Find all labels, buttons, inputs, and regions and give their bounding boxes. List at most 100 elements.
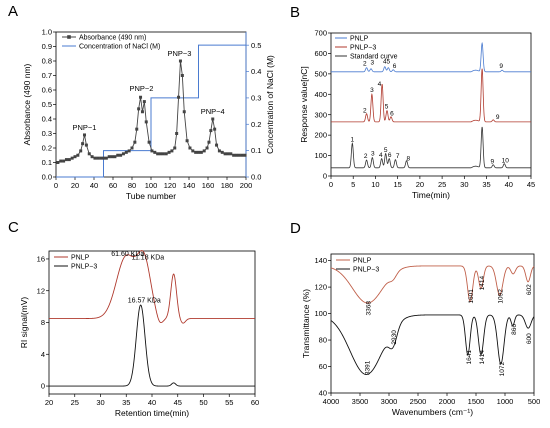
peak-number: 6: [393, 63, 397, 70]
absorbance-point: [178, 59, 182, 63]
peak-number: 5: [384, 147, 388, 154]
absorbance-point: [232, 153, 236, 157]
x-tick-label: 55: [225, 398, 233, 407]
series-trace-1: [330, 314, 535, 375]
absorbance-point: [167, 150, 171, 154]
peak-label: PNP−4: [201, 107, 225, 116]
x-tick-label: 1500: [468, 397, 485, 406]
peak-number: 1: [351, 136, 355, 143]
y-tick-label: 0.4: [42, 115, 52, 124]
absorbance-point: [113, 155, 117, 159]
y-tick-label: 120: [314, 283, 327, 292]
x-tick-label: 60: [109, 181, 117, 190]
absorbance-point: [153, 150, 157, 154]
x-tick-label: 30: [460, 180, 468, 189]
peak-number: 6: [388, 152, 392, 159]
series-trace-0: [49, 250, 255, 324]
absorbance-point: [142, 100, 146, 104]
band-label: 602: [526, 284, 533, 295]
peak-number: 5: [385, 104, 389, 111]
y2-tick-label: 0.2: [251, 120, 261, 129]
peak-number: 3: [371, 60, 375, 67]
band-label: 1414: [479, 350, 486, 365]
legend-label: PNLP−3: [350, 45, 376, 52]
y-tick-label: 4: [41, 350, 45, 359]
x-tick-label: 60: [251, 398, 259, 407]
x-tick-label: 80: [128, 181, 136, 190]
x-axis-label: Tube number: [126, 191, 176, 201]
x-tick-label: 2000: [439, 397, 456, 406]
absorbance-point: [130, 146, 134, 150]
absorbance-point: [164, 152, 168, 156]
absorbance-point: [116, 153, 120, 157]
panel-a-chart: 0 20 40 60 80 100 120 140 160 180 2000.00.10.20.30…: [22, 28, 275, 201]
band-label: 600: [526, 333, 533, 344]
absorbance-point: [87, 152, 91, 156]
y2-axis-label: Concentration of NaCl (M): [265, 55, 275, 154]
peak-number: 2: [364, 153, 368, 160]
x-tick-label: 15: [393, 180, 401, 189]
y-tick-label: 500: [314, 69, 327, 78]
band-label: 866: [511, 324, 518, 335]
legend-label: Standard curve: [350, 54, 398, 61]
y-tick-label: 1.0: [42, 28, 52, 37]
absorbance-point: [180, 74, 184, 77]
peak-number: 4: [378, 81, 382, 88]
absorbance-point: [64, 158, 68, 162]
y-tick-label: 600: [314, 49, 327, 58]
panel-c-chart: 20 25 30 35 40 45 50 55 60 0 4 8 12 16 Retention time(…: [19, 250, 259, 418]
absorbance-point: [197, 150, 200, 154]
absorbance-point: [211, 117, 215, 121]
peak-number: 2: [363, 107, 367, 114]
absorbance-point: [84, 143, 88, 147]
y-tick-label: 100: [314, 151, 327, 160]
absorbance-point: [205, 146, 209, 150]
absorbance-point: [139, 95, 143, 99]
absorbance-point: [81, 142, 85, 146]
x-tick-label: 180: [221, 181, 234, 190]
absorbance-point: [140, 110, 144, 114]
y2-tick-label: 0.3: [251, 94, 261, 103]
peak-number: 2: [363, 61, 367, 68]
band-label: 1641: [466, 350, 473, 365]
legend-marker: [67, 35, 71, 39]
absorbance-point: [188, 146, 192, 150]
peak-number: 3: [371, 151, 375, 158]
absorbance-point: [121, 152, 125, 156]
x-tick-label: 0: [329, 180, 333, 189]
x-tick-label: 25: [71, 398, 79, 407]
x-tick-label: 20: [416, 180, 424, 189]
absorbance-point: [124, 150, 128, 154]
absorbance-point: [202, 149, 206, 153]
absorbance-point: [107, 155, 111, 159]
x-tick-label: 50: [199, 398, 207, 407]
absorbance-point: [240, 153, 244, 157]
y-axis-label: Transmittance (%): [301, 289, 311, 358]
x-tick-label: 30: [96, 398, 104, 407]
x-tick-label: 5: [351, 180, 355, 189]
absorbance-point: [217, 149, 221, 153]
y-tick-label: 0.1: [42, 158, 52, 167]
x-tick-label: 40: [148, 398, 156, 407]
panel-letter-c: C: [8, 219, 19, 236]
absorbance-point: [215, 143, 219, 147]
absorbance-point: [229, 152, 233, 156]
legend-label: PNLP: [353, 258, 372, 265]
x-tick-label: 40: [90, 181, 98, 190]
band-label: 1414: [479, 276, 486, 291]
absorbance-point: [150, 149, 154, 153]
absorbance-point: [237, 153, 241, 157]
absorbance-point: [213, 127, 217, 131]
y-tick-label: 0: [41, 382, 45, 391]
y-tick-label: 8: [41, 318, 45, 327]
y-tick-label: 60: [319, 362, 327, 371]
peak-number: 6: [390, 111, 394, 118]
absorbance-point: [79, 149, 83, 153]
y-tick-label: 100: [314, 309, 327, 318]
absorbance-point: [99, 156, 103, 160]
absorbance-point: [173, 146, 177, 150]
plot-frame: [48, 250, 256, 395]
x-tick-label: 500: [528, 397, 541, 406]
legend-label: PNLP: [71, 255, 90, 262]
